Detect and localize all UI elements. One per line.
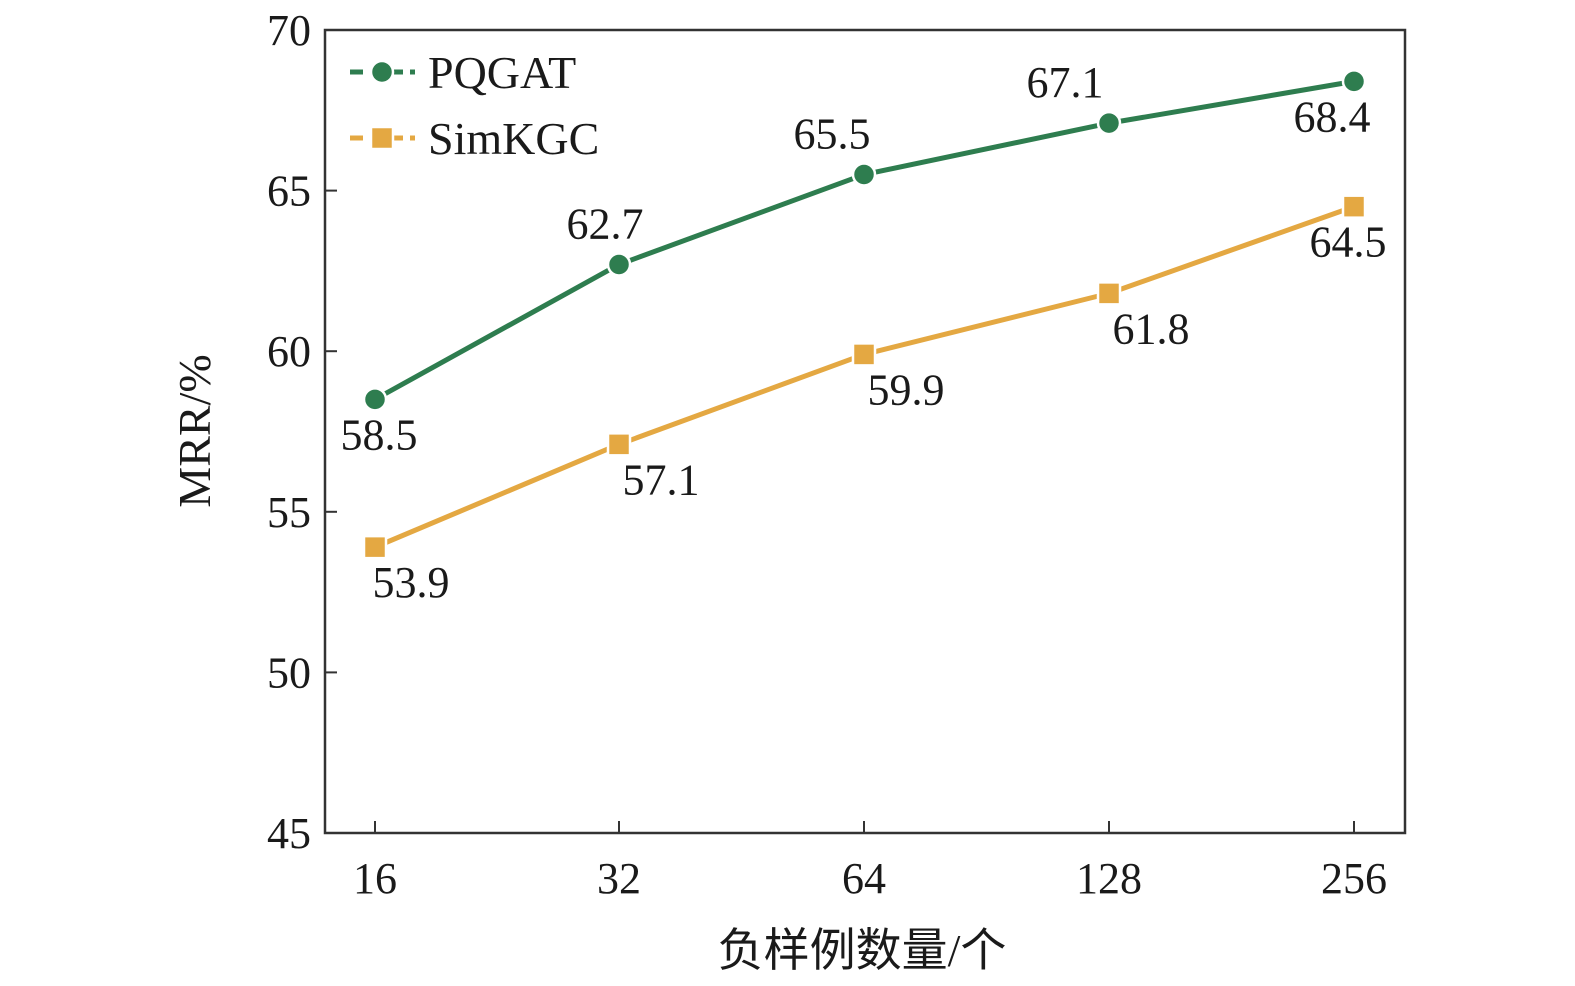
legend-item-pqgat: PQGAT — [350, 47, 576, 98]
series-simkgc: 53.9 57.1 59.9 61.8 64.5 — [362, 194, 1387, 607]
data-label: 58.5 — [341, 410, 418, 459]
data-point — [1341, 194, 1367, 219]
data-label: 64.5 — [1310, 218, 1387, 267]
legend-label: SimKGC — [428, 113, 599, 164]
y-axis-ticks: 45 50 55 60 65 70 — [267, 6, 337, 858]
data-point — [606, 252, 632, 277]
data-label: 61.8 — [1113, 304, 1190, 353]
data-label: 59.9 — [868, 365, 945, 414]
x-axis-ticks: 16 32 64 128 256 — [353, 821, 1387, 903]
series-layer: 58.5 62.7 65.5 67.1 68.4 53.9 57.1 59.9 61.8 64.5 — [341, 58, 1387, 607]
y-tick-label: 70 — [267, 6, 311, 55]
y-tick-label: 45 — [267, 809, 311, 858]
data-point — [1096, 110, 1122, 136]
x-tick-label: 256 — [1321, 854, 1387, 903]
x-axis-label: 负样例数量/个 — [718, 925, 1007, 976]
y-axis-label: MRR/% — [169, 354, 220, 507]
x-tick-label: 64 — [842, 854, 886, 903]
series-line — [374, 204, 1355, 550]
data-point — [851, 342, 877, 367]
data-point — [1096, 281, 1122, 306]
x-tick-label: 128 — [1076, 854, 1142, 903]
legend-label: PQGAT — [428, 47, 576, 98]
legend-item-simkgc: SimKGC — [350, 113, 599, 164]
y-tick-label: 55 — [267, 488, 311, 537]
data-label: 57.1 — [623, 455, 700, 504]
legend-marker — [369, 59, 395, 85]
x-tick-label: 16 — [353, 854, 397, 903]
legend-marker — [369, 125, 395, 151]
data-label: 68.4 — [1294, 92, 1371, 141]
data-point — [362, 534, 388, 560]
data-label: 53.9 — [373, 558, 450, 607]
series-pqgat: 58.5 62.7 65.5 67.1 68.4 — [341, 58, 1371, 459]
y-tick-label: 60 — [267, 327, 311, 376]
y-tick-label: 65 — [267, 167, 311, 216]
data-label: 67.1 — [1027, 58, 1104, 107]
data-point — [1341, 69, 1367, 94]
data-label: 62.7 — [567, 199, 644, 248]
data-point — [362, 387, 388, 412]
x-tick-label: 32 — [597, 854, 641, 903]
data-point — [851, 162, 877, 187]
legend: PQGAT SimKGC — [350, 47, 599, 164]
data-label: 65.5 — [794, 110, 871, 159]
y-tick-label: 50 — [267, 648, 311, 697]
data-point — [606, 432, 632, 457]
